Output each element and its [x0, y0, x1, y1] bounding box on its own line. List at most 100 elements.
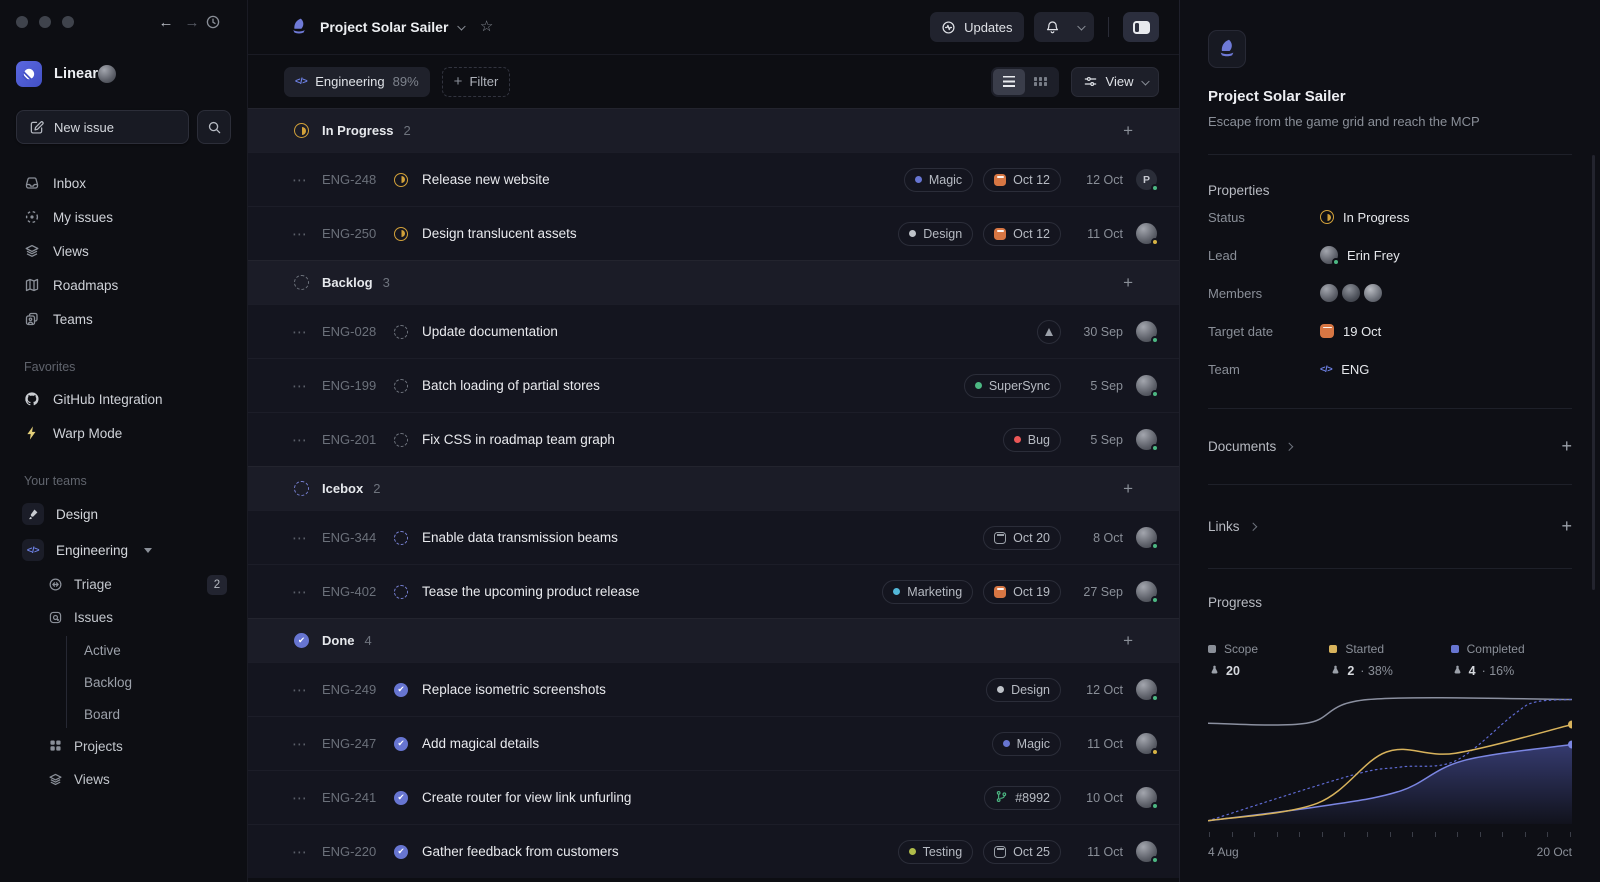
add-filter-button[interactable]: + Filter	[441, 66, 511, 97]
add-issue-button[interactable]: +	[1123, 478, 1133, 498]
back-icon[interactable]: ←	[158, 13, 174, 31]
new-issue-button[interactable]: New issue	[16, 110, 189, 144]
window-close-button[interactable]	[16, 16, 28, 28]
toggle-right-panel-button[interactable]	[1123, 12, 1159, 42]
label-chip[interactable]: Bug	[1002, 427, 1061, 452]
issue-row[interactable]: ⋯ ENG-402 Tease the upcoming product relea…	[248, 564, 1179, 618]
issue-row[interactable]: ⋯ ENG-241 ✔ Create router for view link unf…	[248, 770, 1179, 824]
assignee-avatar[interactable]	[1136, 679, 1159, 702]
assignee-avatar[interactable]	[1136, 581, 1159, 604]
issue-row[interactable]: ⋯ ENG-249 ✔ Replace isometric screenshots De…	[248, 662, 1179, 716]
issue-row[interactable]: ⋯ ENG-201 Fix CSS in roadmap team graph Bug…	[248, 412, 1179, 466]
assignee-avatar[interactable]	[1136, 223, 1159, 246]
issue-row[interactable]: ⋯ ENG-248 Release new website Magic Oct 12 12…	[248, 152, 1179, 206]
sidebar-team-engineering[interactable]: </> Engineering	[16, 532, 231, 568]
due-date-chip[interactable]: Oct 12	[983, 167, 1061, 192]
priority-icon[interactable]: ⋯	[292, 583, 308, 601]
project-icon-box[interactable]	[1208, 30, 1246, 68]
history-clock-icon[interactable]	[205, 14, 231, 30]
priority-icon[interactable]: ⋯	[292, 843, 308, 861]
assignee-avatar[interactable]	[1136, 787, 1159, 810]
sidebar-item-board[interactable]: Board	[16, 698, 231, 730]
label-chip[interactable]: Design	[898, 221, 974, 246]
sidebar-item-projects[interactable]: Projects	[16, 730, 231, 763]
sidebar-item-roadmaps[interactable]: Roadmaps	[16, 268, 231, 302]
sidebar-item-my-issues[interactable]: My issues	[16, 200, 231, 234]
user-avatar[interactable]	[98, 65, 117, 83]
property-status[interactable]: Status In Progress	[1208, 198, 1572, 236]
pull-request-chip[interactable]: #8992	[984, 785, 1061, 810]
issue-row[interactable]: ⋯ ENG-199 Batch loading of partial stores S…	[248, 358, 1179, 412]
label-chip[interactable]: SuperSync	[963, 373, 1061, 398]
issue-row[interactable]: ⋯ ENG-220 ✔ Gather feedback from customers T…	[248, 824, 1179, 878]
issue-row[interactable]: ⋯ ENG-028 Update documentation 30 Sep	[248, 304, 1179, 358]
add-issue-button[interactable]: +	[1123, 120, 1133, 140]
add-document-button[interactable]: +	[1561, 436, 1572, 456]
sidebar-item-issues[interactable]: Issues	[16, 601, 231, 634]
label-chip[interactable]: Testing	[897, 839, 974, 864]
sidebar-item-warp-mode[interactable]: Warp Mode	[16, 416, 231, 450]
sidebar-team-design[interactable]: Design	[16, 496, 231, 532]
issue-row[interactable]: ⋯ ENG-344 Enable data transmission beams Oc…	[248, 510, 1179, 564]
linked-attachment-icon[interactable]	[1037, 319, 1061, 344]
sidebar-item-active[interactable]: Active	[16, 634, 231, 666]
property-team[interactable]: Team </> ENG	[1208, 350, 1572, 388]
priority-icon[interactable]: ⋯	[292, 789, 308, 807]
team-filter-chip[interactable]: </> Engineering 89%	[284, 66, 430, 97]
due-date-chip[interactable]: Oct 20	[983, 525, 1061, 550]
issue-row[interactable]: ⋯ ENG-250 Design translucent assets Design O…	[248, 206, 1179, 260]
property-target-date[interactable]: Target date 19 Oct	[1208, 312, 1572, 350]
sidebar-item-triage[interactable]: Triage 2	[16, 568, 231, 601]
window-minimize-button[interactable]	[39, 16, 51, 28]
view-options-button[interactable]: View	[1070, 66, 1159, 97]
updates-button[interactable]: Updates	[930, 12, 1024, 42]
property-lead[interactable]: Lead Erin Frey	[1208, 236, 1572, 274]
property-members[interactable]: Members	[1208, 274, 1572, 312]
assignee-avatar[interactable]: P	[1136, 169, 1159, 192]
label-chip[interactable]: Magic	[991, 731, 1061, 756]
sidebar-item-inbox[interactable]: Inbox	[16, 166, 231, 200]
priority-icon[interactable]: ⋯	[292, 377, 308, 395]
label-chip[interactable]: Marketing	[882, 579, 974, 604]
list-view-button[interactable]	[992, 68, 1025, 95]
window-zoom-button[interactable]	[62, 16, 74, 28]
chevron-down-icon[interactable]	[457, 22, 466, 31]
assignee-avatar[interactable]	[1136, 841, 1159, 864]
assignee-avatar[interactable]	[1136, 321, 1159, 344]
add-link-button[interactable]: +	[1561, 516, 1572, 536]
sidebar-item-github-integration[interactable]: GitHub Integration	[16, 382, 231, 416]
assignee-avatar[interactable]	[1136, 733, 1159, 756]
favorite-star-icon[interactable]: ☆	[479, 18, 494, 35]
add-issue-button[interactable]: +	[1123, 272, 1133, 292]
documents-section[interactable]: Documents +	[1208, 409, 1572, 485]
priority-icon[interactable]: ⋯	[292, 225, 308, 243]
project-description[interactable]: Escape from the game grid and reach the …	[1208, 114, 1480, 129]
priority-icon[interactable]: ⋯	[292, 735, 308, 753]
sidebar-item-team-views[interactable]: Views	[16, 763, 231, 796]
label-chip[interactable]: Magic	[903, 167, 974, 192]
priority-icon[interactable]: ⋯	[292, 431, 308, 449]
sidebar-item-views[interactable]: Views	[16, 234, 231, 268]
forward-icon[interactable]: →	[184, 13, 200, 31]
board-view-button[interactable]	[1025, 69, 1057, 95]
due-date-chip[interactable]: Oct 19	[983, 579, 1061, 604]
priority-icon[interactable]: ⋯	[292, 529, 308, 547]
assignee-avatar[interactable]	[1136, 429, 1159, 452]
workspace-row[interactable]: Linear	[16, 58, 231, 90]
links-section[interactable]: Links +	[1208, 485, 1572, 569]
priority-icon[interactable]: ⋯	[292, 681, 308, 699]
due-date-chip[interactable]: Oct 12	[983, 221, 1061, 246]
panel-scrollbar[interactable]	[1592, 155, 1595, 590]
due-date-chip[interactable]: Oct 25	[983, 839, 1061, 864]
assignee-avatar[interactable]	[1136, 527, 1159, 550]
sidebar-item-backlog[interactable]: Backlog	[16, 666, 231, 698]
project-title[interactable]: Project Solar Sailer	[1208, 88, 1346, 105]
add-issue-button[interactable]: +	[1123, 630, 1133, 650]
priority-icon[interactable]: ⋯	[292, 171, 308, 189]
sidebar-item-teams[interactable]: Teams	[16, 302, 231, 336]
priority-icon[interactable]: ⋯	[292, 323, 308, 341]
issue-row[interactable]: ⋯ ENG-247 ✔ Add magical details Magic 11 Oct	[248, 716, 1179, 770]
notifications-button[interactable]	[1033, 12, 1094, 42]
assignee-avatar[interactable]	[1136, 375, 1159, 398]
search-button[interactable]	[197, 110, 231, 144]
